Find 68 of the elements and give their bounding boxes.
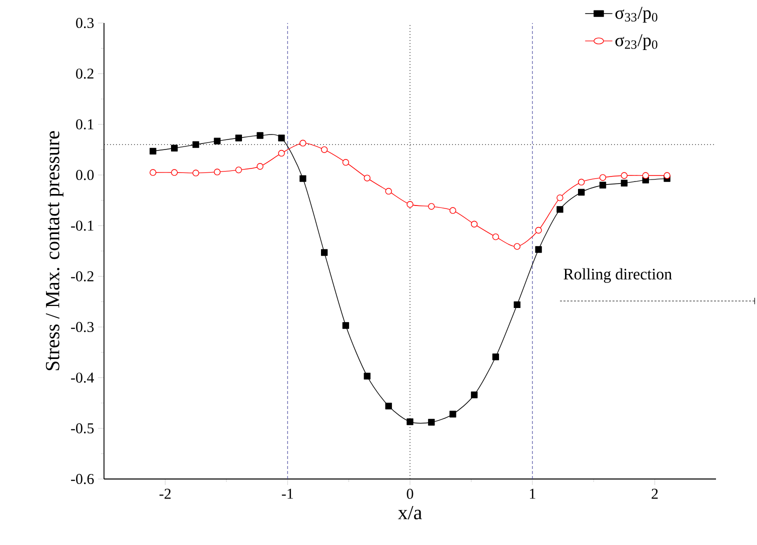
point — [450, 410, 456, 418]
x-tick-label: -2 — [160, 488, 171, 499]
y-tick-label: -0.6 — [71, 474, 94, 484]
y-tick-label: 0.0 — [76, 170, 94, 180]
point — [514, 301, 520, 308]
point — [428, 418, 435, 426]
point — [599, 174, 606, 181]
point — [450, 207, 456, 214]
y-tick-label: -0.2 — [71, 271, 94, 282]
point — [171, 169, 178, 176]
point — [578, 178, 585, 186]
y-tick-label: 0.2 — [76, 68, 94, 79]
point — [556, 194, 564, 202]
point — [385, 402, 392, 410]
point — [406, 418, 414, 426]
point — [342, 322, 350, 329]
point — [214, 168, 221, 176]
point — [192, 170, 200, 176]
y-tick-label: 0.1 — [76, 119, 94, 130]
point — [171, 144, 178, 152]
x-tick-label: 1 — [530, 488, 536, 499]
point — [214, 138, 221, 144]
point — [428, 203, 435, 210]
point — [150, 148, 156, 155]
point — [278, 134, 285, 142]
point — [470, 392, 478, 398]
point — [256, 163, 264, 170]
point — [235, 166, 242, 174]
point — [278, 150, 285, 157]
point — [364, 372, 370, 380]
annotation: Rolling direction — [564, 268, 672, 283]
point — [620, 172, 628, 179]
point — [342, 158, 350, 166]
point — [320, 249, 328, 256]
point — [385, 188, 392, 195]
point — [364, 174, 370, 182]
point — [320, 146, 328, 154]
y-tick-label: 0.3 — [76, 18, 94, 28]
point — [556, 206, 564, 213]
point — [235, 134, 242, 142]
legend-label: σ$_{23}$/p$_{0}$ — [615, 34, 658, 50]
point — [192, 141, 200, 148]
point — [300, 140, 306, 146]
point — [535, 246, 542, 253]
point — [578, 188, 585, 196]
x-tick-label: 0 — [406, 488, 414, 499]
point — [664, 172, 670, 179]
point — [406, 201, 414, 208]
point — [470, 220, 478, 228]
point — [150, 169, 156, 176]
y-tick-label: -0.3 — [71, 322, 94, 332]
y-tick-label: -0.5 — [71, 423, 94, 434]
point — [599, 182, 606, 188]
y-axis-title: Stress / Max. contact pressure — [46, 131, 64, 370]
y-tick-label: -0.1 — [71, 220, 94, 231]
point — [620, 180, 628, 186]
point — [300, 175, 306, 182]
legend-label: σ$_{33}$/p$_{0}$ — [615, 6, 658, 23]
y-tick-label: -0.4 — [71, 372, 94, 383]
point — [492, 354, 500, 360]
point — [535, 226, 542, 234]
x-tick-label: 2 — [652, 488, 658, 499]
x-axis-title: x/a — [398, 506, 422, 520]
x-tick-label: -1 — [282, 488, 293, 499]
point — [514, 243, 520, 250]
point — [256, 132, 264, 139]
point — [492, 233, 500, 240]
point — [642, 172, 649, 179]
